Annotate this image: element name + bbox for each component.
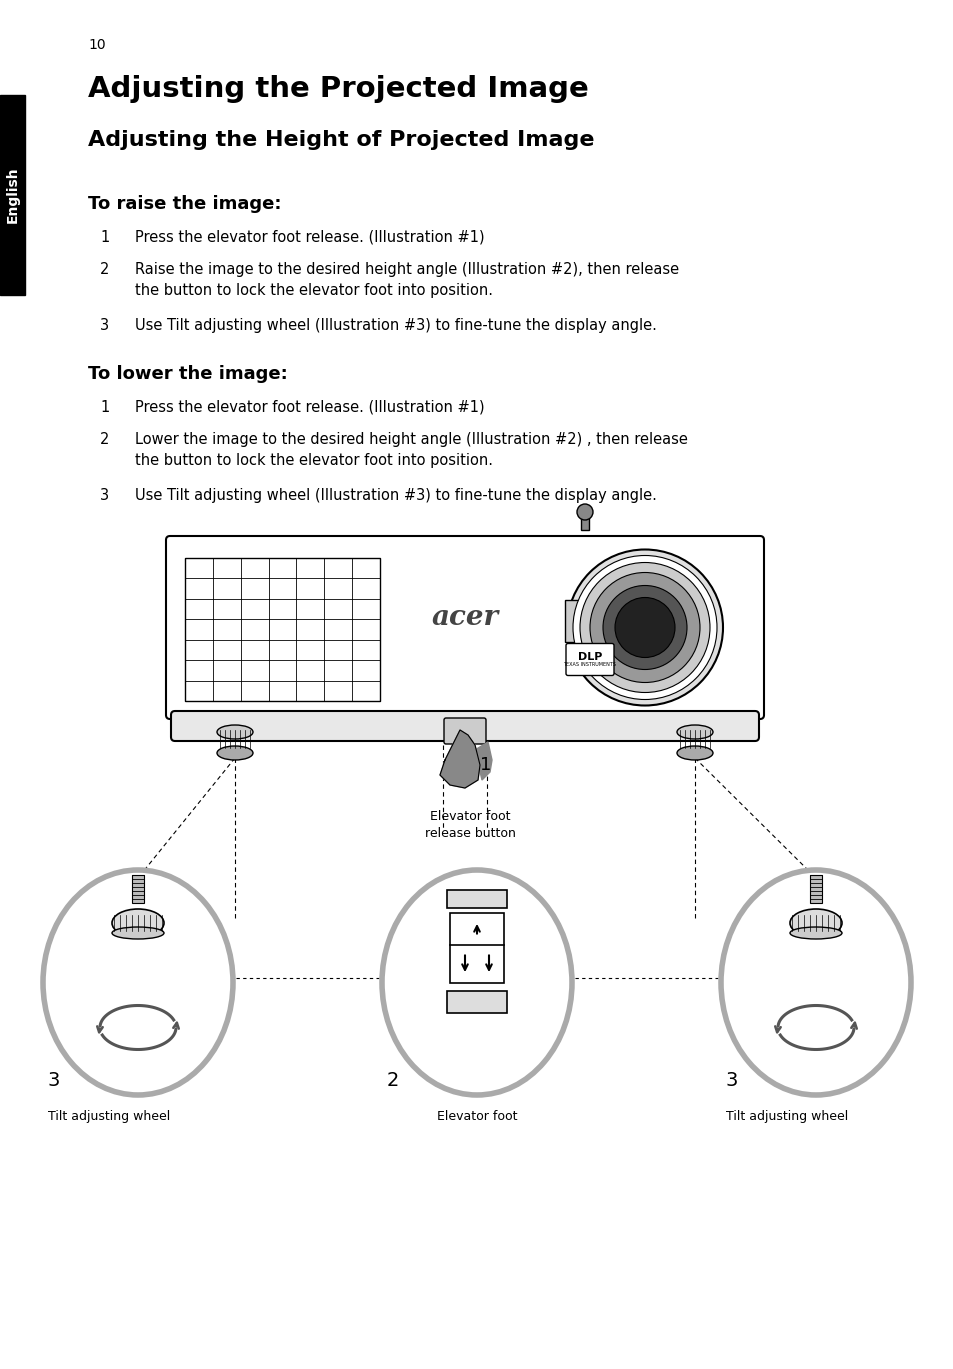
Ellipse shape [216, 726, 253, 739]
Bar [580, 515, 588, 530]
Text: 2: 2 [387, 1071, 399, 1090]
Text: Adjusting the Projected Image: Adjusting the Projected Image [88, 75, 588, 103]
Text: Press the elevator foot release. (Illustration #1): Press the elevator foot release. (Illust… [135, 230, 484, 245]
Text: 3: 3 [100, 487, 109, 502]
Circle shape [566, 549, 722, 705]
Text: Elevator foot: Elevator foot [436, 1110, 517, 1123]
Ellipse shape [112, 927, 164, 939]
Bar [132, 875, 144, 904]
Ellipse shape [43, 871, 233, 1095]
FancyBboxPatch shape [166, 537, 763, 719]
Bar [564, 600, 599, 642]
Circle shape [602, 586, 686, 669]
Text: Lower the image to the desired height angle (Illustration #2) , then release
the: Lower the image to the desired height an… [135, 433, 687, 468]
Bar [450, 913, 503, 983]
Text: 1: 1 [100, 400, 110, 415]
Ellipse shape [112, 909, 164, 936]
Ellipse shape [381, 871, 572, 1095]
Bar [185, 559, 379, 701]
Ellipse shape [720, 871, 910, 1095]
FancyBboxPatch shape [171, 711, 759, 741]
Text: TEXAS INSTRUMENTS: TEXAS INSTRUMENTS [563, 663, 616, 667]
Text: Press the elevator foot release. (Illustration #1): Press the elevator foot release. (Illust… [135, 400, 484, 415]
Polygon shape [439, 730, 479, 789]
Text: Elevator foot
release button: Elevator foot release button [424, 810, 515, 841]
Polygon shape [475, 742, 492, 780]
FancyBboxPatch shape [443, 717, 485, 743]
Text: 3: 3 [725, 1071, 738, 1090]
Bar [809, 875, 821, 904]
Text: 3: 3 [48, 1071, 60, 1090]
Ellipse shape [677, 726, 712, 739]
Circle shape [615, 597, 675, 657]
Bar [447, 991, 506, 1013]
Circle shape [579, 563, 709, 693]
Ellipse shape [216, 746, 253, 760]
FancyBboxPatch shape [565, 643, 614, 675]
Text: To raise the image:: To raise the image: [88, 194, 281, 214]
Circle shape [577, 504, 593, 520]
Text: 2: 2 [100, 261, 110, 277]
Text: Use Tilt adjusting wheel (Illustration #3) to fine-tune the display angle.: Use Tilt adjusting wheel (Illustration #… [135, 487, 657, 502]
Text: DLP: DLP [578, 653, 601, 663]
Text: Adjusting the Height of Projected Image: Adjusting the Height of Projected Image [88, 130, 594, 151]
Text: To lower the image:: To lower the image: [88, 366, 288, 383]
Ellipse shape [677, 746, 712, 760]
Text: acer: acer [431, 604, 498, 631]
Text: Raise the image to the desired height angle (Illustration #2), then release
the : Raise the image to the desired height an… [135, 261, 679, 298]
Ellipse shape [789, 909, 841, 936]
Ellipse shape [789, 927, 841, 939]
Text: Tilt adjusting wheel: Tilt adjusting wheel [725, 1110, 847, 1123]
Text: 2: 2 [100, 433, 110, 448]
Text: Tilt adjusting wheel: Tilt adjusting wheel [48, 1110, 170, 1123]
Text: 1: 1 [479, 756, 491, 773]
Bar [0, 94, 25, 294]
Text: 1: 1 [100, 230, 110, 245]
Bar [447, 890, 506, 908]
Circle shape [589, 572, 700, 683]
Text: 10: 10 [88, 38, 106, 52]
Text: Use Tilt adjusting wheel (Illustration #3) to fine-tune the display angle.: Use Tilt adjusting wheel (Illustration #… [135, 318, 657, 333]
Text: 3: 3 [100, 318, 109, 333]
Circle shape [573, 556, 717, 700]
Text: English: English [6, 167, 19, 223]
